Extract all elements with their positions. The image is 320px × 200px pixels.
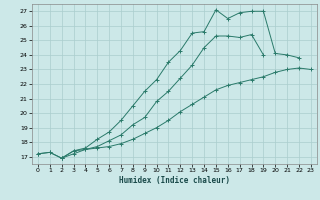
X-axis label: Humidex (Indice chaleur): Humidex (Indice chaleur) bbox=[119, 176, 230, 185]
